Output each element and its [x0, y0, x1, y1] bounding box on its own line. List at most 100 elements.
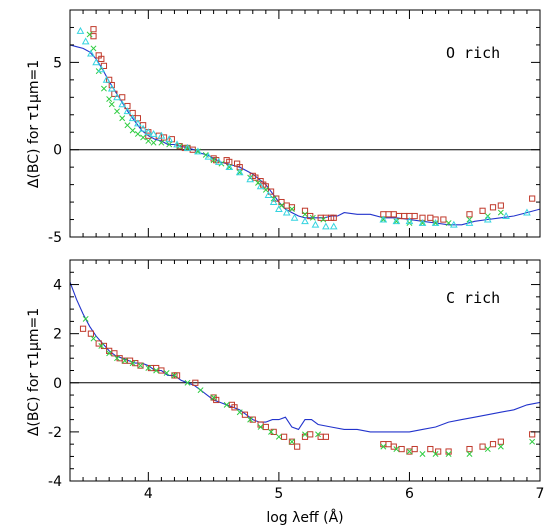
data-point-square [489, 204, 497, 211]
data-point-cross [466, 451, 473, 457]
data-point-triangle [102, 75, 111, 83]
y-axis-label-bottom: Δ(BC) for τ1μm=1 [26, 308, 42, 436]
x-tick-label: 5 [274, 486, 283, 502]
data-point-cross [82, 315, 89, 322]
data-point-cross [315, 431, 322, 438]
data-point-triangle [465, 219, 474, 226]
data-point-triangle [379, 215, 388, 223]
data-point-cross [134, 131, 141, 137]
data-point-square [432, 216, 439, 223]
data-point-cross [114, 108, 120, 115]
data-point-cross [432, 451, 439, 457]
data-point-cross [121, 357, 128, 364]
data-point-cross [124, 122, 131, 129]
data-point-triangle [392, 217, 401, 225]
data-point-triangle [275, 205, 283, 212]
data-point-square [288, 204, 296, 211]
data-point-square [160, 134, 168, 141]
data-point-triangle [483, 215, 492, 223]
data-point-cross [150, 139, 157, 146]
data-point-cross [236, 169, 243, 176]
data-point-triangle [418, 219, 427, 226]
data-point-square [192, 379, 199, 386]
data-point-square [479, 443, 486, 450]
data-point-triangle [97, 65, 106, 73]
data-point-cross [184, 379, 191, 386]
data-point-cross [210, 394, 217, 401]
data-point-square [307, 431, 314, 438]
y-tick-label: 0 [53, 376, 62, 392]
data-point-triangle [157, 131, 166, 139]
data-point-cross [86, 31, 93, 38]
data-point-triangle [322, 222, 330, 230]
data-point-square [489, 441, 497, 448]
data-point-cross [163, 370, 170, 376]
data-point-triangle [290, 213, 299, 221]
data-point-cross [445, 451, 452, 457]
data-point-triangle [165, 135, 174, 143]
data-point-triangle [225, 163, 234, 171]
markers [76, 26, 536, 230]
data-point-cross [393, 218, 400, 225]
data-point-cross [129, 127, 136, 134]
data-point-triangle [301, 217, 309, 225]
data-point-square [231, 404, 238, 411]
data-point-square [529, 195, 536, 202]
data-point-square [281, 433, 288, 440]
data-point-cross [288, 438, 295, 445]
data-point-triangle [329, 222, 338, 230]
data-point-square [411, 445, 418, 453]
data-point-square [90, 26, 97, 33]
data-point-square [497, 202, 504, 209]
data-point-square [466, 211, 473, 218]
data-point-cross [419, 220, 426, 226]
data-point-cross [223, 401, 230, 408]
panel-annotation-o-rich: O rich [446, 44, 500, 62]
model-curve [70, 44, 540, 226]
model-curve [70, 281, 540, 433]
data-point-cross [197, 387, 204, 394]
y-tick-label: 0 [53, 143, 62, 159]
data-point-square [385, 211, 392, 218]
data-point-triangle [431, 219, 440, 226]
panel-o-rich: -5 0 5 O rich Δ(BC) for τ1μm=1 [26, 9, 541, 246]
data-point-cross [153, 367, 160, 374]
data-point-triangle [123, 107, 132, 115]
data-point-cross [288, 206, 295, 213]
data-point-square [262, 423, 269, 431]
x-tick-label: 4 [144, 486, 153, 502]
data-point-cross [497, 443, 504, 450]
data-point-square [390, 443, 397, 450]
data-point-cross [432, 220, 439, 226]
data-point-cross [529, 438, 536, 445]
data-point-triangle [264, 191, 273, 198]
data-point-square [497, 438, 504, 445]
data-point-cross [90, 335, 97, 342]
data-point-square [252, 174, 259, 181]
data-point-cross [497, 209, 504, 216]
data-point-triangle [235, 168, 244, 176]
data-point-triangle [113, 93, 121, 101]
markers [79, 315, 536, 457]
data-point-cross [275, 433, 282, 440]
data-point-square [79, 325, 87, 332]
data-point-cross [145, 138, 152, 144]
panel-annotation-c-rich: C rich [446, 289, 500, 307]
data-point-cross [137, 362, 144, 369]
data-point-cross [309, 214, 316, 221]
data-point-square [108, 81, 115, 89]
data-point-triangle [134, 119, 142, 127]
data-point-square [411, 212, 418, 220]
data-point-square [440, 216, 447, 223]
data-point-triangle [87, 49, 95, 57]
data-point-square [288, 438, 296, 445]
y-tick-label: -5 [48, 230, 62, 246]
data-point-cross [380, 443, 387, 450]
data-point-triangle [118, 100, 127, 108]
data-point-cross [320, 216, 327, 223]
x-tick-label: 7 [536, 486, 545, 502]
data-point-square [301, 207, 309, 214]
data-point-square [307, 212, 314, 220]
y-axis-label-top: Δ(BC) for τ1μm=1 [26, 60, 42, 188]
data-point-triangle [405, 217, 414, 225]
